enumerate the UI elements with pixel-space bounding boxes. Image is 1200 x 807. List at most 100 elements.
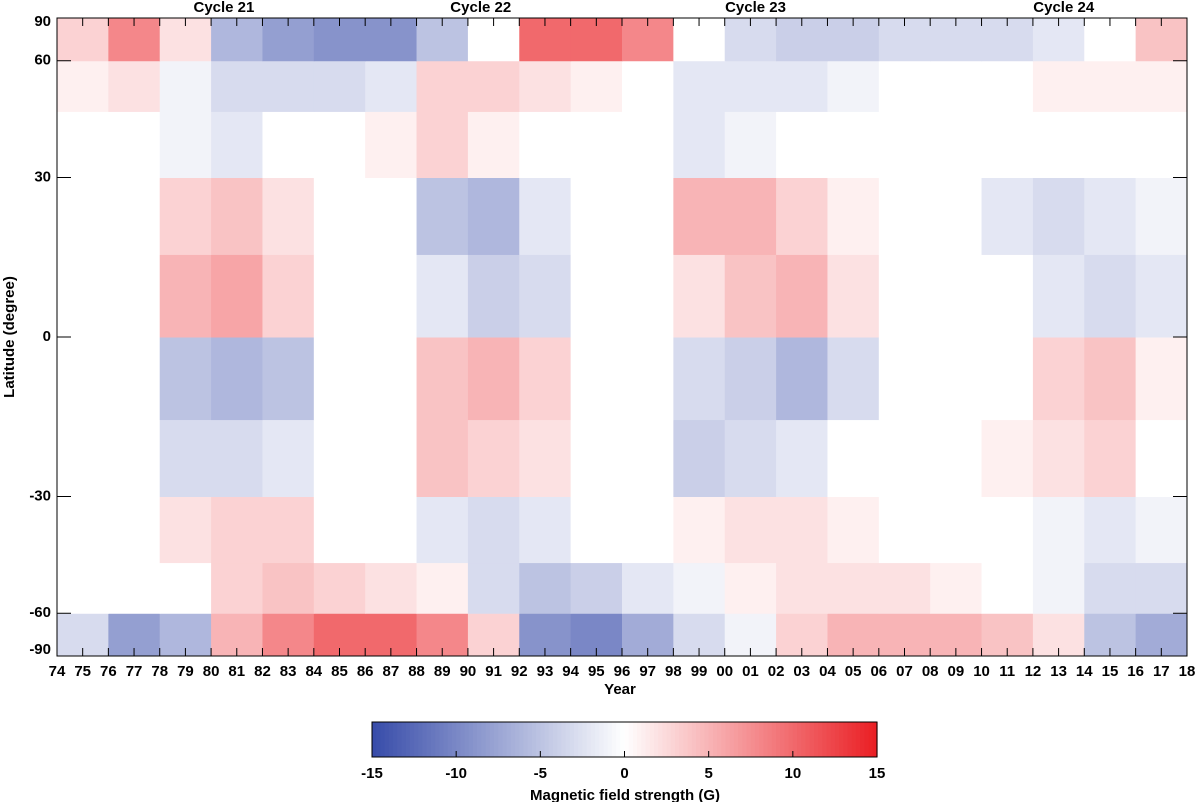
colorbar-swatch bbox=[401, 722, 407, 757]
colorbar-swatch bbox=[662, 722, 668, 757]
heatmap-cell bbox=[262, 111, 315, 178]
x-tick-label: 79 bbox=[177, 663, 194, 680]
colorbar-swatch bbox=[784, 722, 790, 757]
heatmap-cell bbox=[313, 111, 366, 178]
heatmap-cell bbox=[1135, 496, 1188, 564]
heatmap-cell bbox=[1032, 254, 1085, 338]
heatmap-cell bbox=[1084, 496, 1137, 564]
heatmap-cell bbox=[262, 337, 315, 421]
heatmap-cell bbox=[108, 562, 161, 614]
heatmap-cell bbox=[930, 337, 983, 421]
colorbar-swatch bbox=[595, 722, 600, 757]
heatmap-cell bbox=[467, 177, 520, 255]
colorbar-swatch bbox=[797, 722, 802, 757]
heatmap-cell bbox=[776, 496, 828, 564]
heatmap-cell bbox=[827, 60, 880, 112]
colorbar-swatch bbox=[574, 722, 579, 757]
heatmap-cell bbox=[159, 60, 212, 112]
heatmap-cell bbox=[1135, 111, 1188, 178]
x-tick-label: 92 bbox=[511, 663, 528, 680]
heatmap-cell bbox=[878, 562, 931, 614]
colorbar-swatch bbox=[805, 722, 811, 757]
x-tick-label: 83 bbox=[280, 663, 297, 680]
colorbar-swatch bbox=[481, 722, 487, 757]
heatmap-cell bbox=[1135, 254, 1188, 338]
heatmap-cell bbox=[57, 60, 109, 112]
heatmap-cell bbox=[108, 60, 161, 112]
colorbar-swatch bbox=[599, 722, 605, 757]
colorbar-tick-label: -15 bbox=[361, 765, 383, 782]
heatmap-cell bbox=[570, 496, 623, 564]
heatmap-cell bbox=[211, 254, 263, 338]
heatmap-cell bbox=[57, 177, 109, 255]
heatmap-cell bbox=[108, 337, 161, 421]
heatmap-cell bbox=[673, 254, 726, 338]
heatmap-cell bbox=[776, 111, 828, 178]
colorbar-swatch bbox=[418, 722, 424, 757]
colorbar-swatch bbox=[868, 722, 874, 757]
colorbar-swatch bbox=[603, 722, 609, 757]
colorbar-swatch bbox=[447, 722, 453, 757]
heatmap-cell bbox=[519, 419, 572, 497]
heatmap-cell bbox=[827, 177, 880, 255]
colorbar-swatch bbox=[527, 722, 533, 757]
heatmap-cell bbox=[313, 419, 366, 497]
colorbar-swatch bbox=[397, 722, 403, 757]
x-tick-label: 16 bbox=[1127, 663, 1144, 680]
heatmap-cell bbox=[211, 177, 263, 255]
colorbar-swatch bbox=[422, 722, 428, 757]
heatmap-cell bbox=[519, 60, 572, 112]
y-tick-label: 0 bbox=[43, 328, 51, 345]
x-tick-label: 82 bbox=[254, 663, 271, 680]
x-tick-label: 80 bbox=[203, 663, 220, 680]
heatmap-cell bbox=[519, 177, 572, 255]
heatmap-cell bbox=[724, 337, 777, 421]
heatmap-cell bbox=[159, 254, 212, 338]
x-tick-label: 98 bbox=[665, 663, 682, 680]
heatmap-cell bbox=[622, 60, 674, 112]
heatmap-cell bbox=[570, 419, 623, 497]
heatmap-cell bbox=[1032, 419, 1085, 497]
colorbar-swatch bbox=[557, 722, 562, 757]
heatmap-cell bbox=[211, 562, 263, 614]
colorbar-swatch bbox=[813, 722, 819, 757]
x-tick-label: 74 bbox=[49, 663, 66, 680]
heatmap-cell bbox=[262, 562, 315, 614]
colorbar-swatch bbox=[506, 722, 512, 757]
colorbar-swatch bbox=[653, 722, 659, 757]
colorbar-swatch bbox=[742, 722, 748, 757]
colorbar-swatch bbox=[830, 722, 836, 757]
heatmap-cell bbox=[467, 337, 520, 421]
heatmap-cell bbox=[673, 177, 726, 255]
x-tick-label: 87 bbox=[383, 663, 400, 680]
heatmap-cell bbox=[878, 496, 931, 564]
heatmap-cell bbox=[724, 60, 777, 112]
heatmap-cell bbox=[313, 254, 366, 338]
heatmap-cell bbox=[570, 177, 623, 255]
heatmap-cell bbox=[1084, 177, 1137, 255]
colorbar-swatch bbox=[809, 722, 815, 757]
x-tick-label: 93 bbox=[537, 663, 554, 680]
colorbar-swatch bbox=[712, 722, 718, 757]
colorbar-swatch bbox=[435, 722, 440, 757]
colorbar-swatch bbox=[582, 722, 588, 757]
heatmap-cell bbox=[365, 496, 418, 564]
colorbar-swatch bbox=[776, 722, 781, 757]
colorbar-swatch bbox=[510, 722, 516, 757]
heatmap-cell bbox=[776, 177, 828, 255]
x-tick-label: 09 bbox=[948, 663, 965, 680]
colorbar-swatch bbox=[687, 722, 693, 757]
x-tick-label: 03 bbox=[793, 663, 810, 680]
heatmap-cell bbox=[108, 111, 161, 178]
heatmap-cell bbox=[467, 60, 520, 112]
heatmap-cell bbox=[878, 111, 931, 178]
heatmap-cell bbox=[262, 177, 315, 255]
colorbar-swatch bbox=[502, 722, 508, 757]
heatmap-cell bbox=[1135, 177, 1188, 255]
colorbar-swatch bbox=[628, 722, 634, 757]
colorbar-swatch bbox=[826, 722, 832, 757]
heatmap-cell bbox=[930, 254, 983, 338]
x-tick-label: 15 bbox=[1102, 663, 1119, 680]
x-tick-label: 75 bbox=[74, 663, 91, 680]
